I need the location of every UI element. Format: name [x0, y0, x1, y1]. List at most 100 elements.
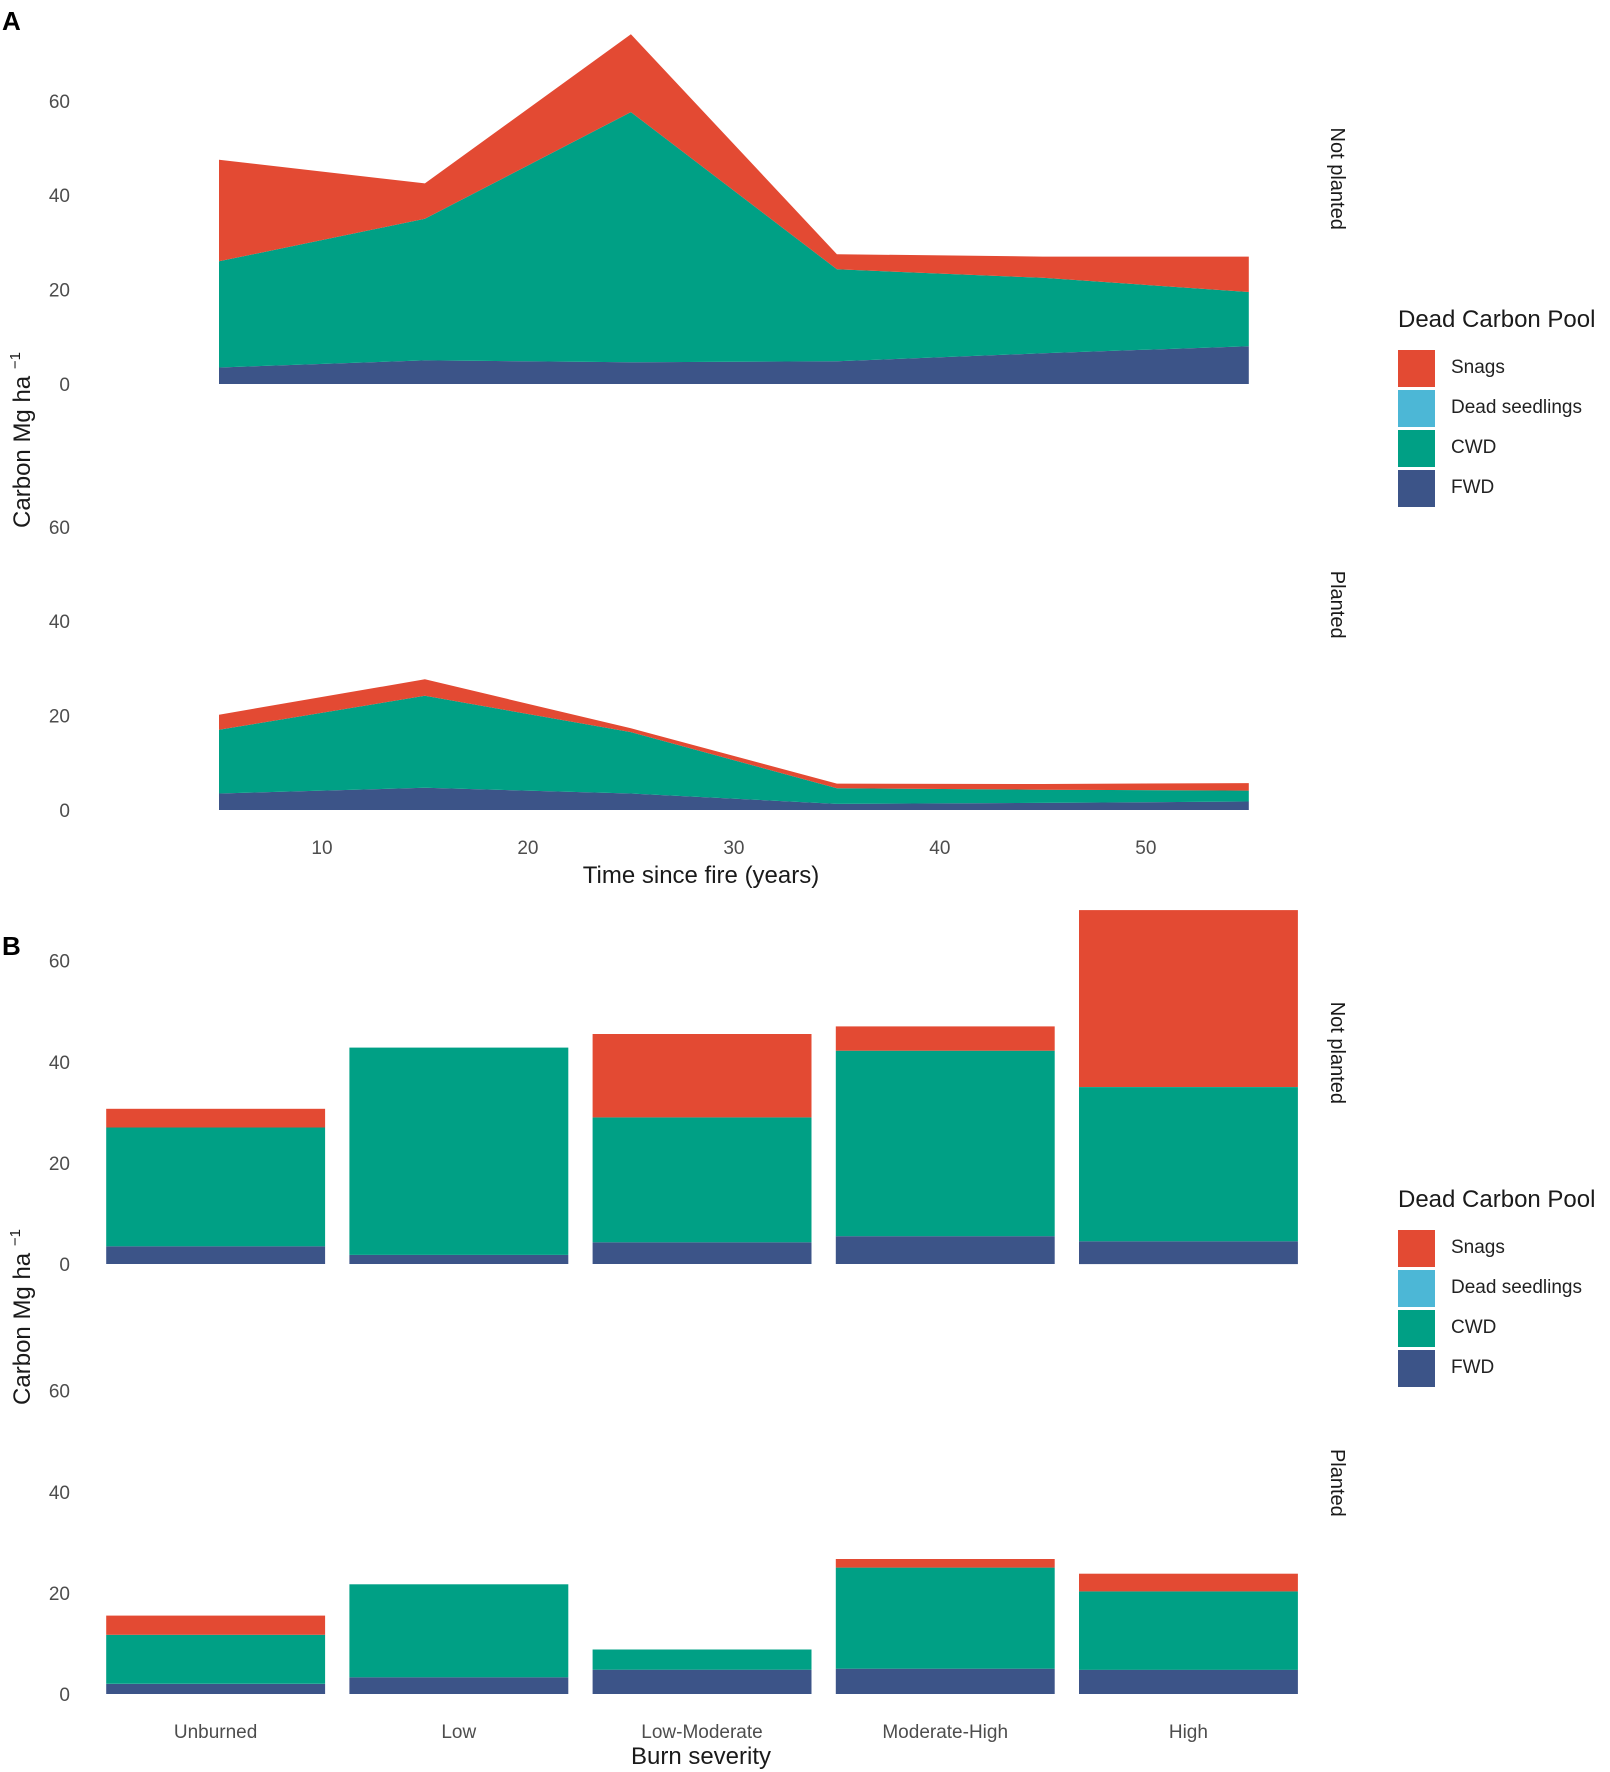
legend-item-dead-seedlings: Dead seedlings	[1398, 1268, 1610, 1308]
area-planted-cwd	[219, 695, 1249, 804]
legend-swatch-dead-seedlings	[1398, 389, 1435, 427]
x-tick-label: 30	[723, 838, 744, 859]
panel-letter-b: B	[2, 931, 21, 961]
x-tick-label: 50	[1135, 838, 1156, 859]
area-not-planted-snags	[219, 34, 1249, 292]
bar-planted-high-cwd	[1079, 1591, 1298, 1670]
svg-text:Carbon Mg ha −1: Carbon Mg ha −1	[7, 352, 36, 528]
x-axis-title: Burn severity	[631, 1743, 771, 1770]
facet-strip-label: Planted	[1326, 1449, 1348, 1517]
y-tick-label: 40	[49, 1053, 70, 1074]
x-tick-label: Unburned	[174, 1722, 257, 1743]
bar-not-planted-high-snags	[1079, 910, 1298, 1087]
y-tick-label: 60	[49, 1382, 70, 1403]
legend-a: Dead Carbon Pool Snags Dead seedlings CW…	[1398, 306, 1610, 508]
x-tick-label: High	[1169, 1722, 1208, 1743]
legend-label: FWD	[1451, 1357, 1495, 1378]
bar-planted-unburned-fwd	[106, 1683, 326, 1694]
y-tick-label: 20	[49, 281, 70, 302]
svg-text:Not planted: Not planted	[1326, 128, 1348, 230]
legend-swatch-cwd	[1398, 429, 1435, 467]
y-tick-label: 0	[59, 801, 70, 822]
y-tick-label: 0	[59, 1685, 70, 1706]
bar-not-planted-low-moderate-fwd	[592, 1242, 812, 1264]
legend-item-snags: Snags	[1398, 348, 1610, 388]
facet-strip-label: Not planted	[1326, 128, 1348, 230]
y-tick-label: 20	[49, 1584, 70, 1605]
bar-planted-low-cwd	[349, 1584, 569, 1678]
legend-label: CWD	[1451, 1317, 1497, 1338]
legend-b: Dead Carbon Pool Snags Dead seedlings CW…	[1398, 1186, 1610, 1388]
x-tick-label: Moderate-High	[882, 1722, 1008, 1743]
legend-swatch-snags	[1398, 1229, 1435, 1267]
svg-text:Not planted: Not planted	[1326, 1002, 1348, 1104]
legend-swatch-dead-seedlings	[1398, 1269, 1435, 1307]
x-axis-title: Time since fire (years)	[583, 862, 819, 889]
area-planted-fwd	[219, 787, 1249, 810]
area-not-planted-cwd	[219, 112, 1249, 368]
legend-label: Dead seedlings	[1451, 397, 1582, 418]
svg-text:Planted: Planted	[1326, 571, 1348, 639]
bar-not-planted-unburned-cwd	[106, 1127, 326, 1247]
y-tick-label: 60	[49, 518, 70, 539]
bar-not-planted-low-moderate-cwd	[592, 1117, 812, 1243]
facet-strip-label: Not planted	[1326, 1002, 1348, 1104]
bar-planted-low-fwd	[349, 1677, 569, 1694]
bar-planted-moderate-high-cwd	[835, 1567, 1055, 1669]
x-tick-label: Low	[441, 1722, 476, 1743]
legend-title: Dead Carbon Pool	[1398, 1186, 1596, 1213]
x-tick-label: 20	[517, 838, 538, 859]
legend-swatch-snags	[1398, 349, 1435, 387]
legend-item-cwd: CWD	[1398, 1308, 1610, 1348]
y-tick-label: 20	[49, 707, 70, 728]
bar-not-planted-high-cwd	[1079, 1087, 1298, 1242]
bar-not-planted-moderate-high-fwd	[835, 1236, 1055, 1264]
bar-planted-moderate-high-fwd	[835, 1668, 1055, 1694]
bar-not-planted-moderate-high-snags	[835, 1026, 1055, 1051]
y-tick-label: 0	[59, 375, 70, 396]
legend-swatch-cwd	[1398, 1309, 1435, 1347]
bar-planted-high-fwd	[1079, 1669, 1298, 1694]
bar-planted-moderate-high-snags	[835, 1559, 1055, 1568]
x-tick-label: 10	[311, 838, 332, 859]
y-tick-label: 0	[59, 1255, 70, 1276]
legend-title: Dead Carbon Pool	[1398, 306, 1596, 333]
y-axis-title: Carbon Mg ha −1	[7, 352, 36, 528]
bar-not-planted-high-fwd	[1079, 1241, 1298, 1265]
legend-label: Snags	[1451, 1237, 1505, 1258]
y-tick-label: 60	[49, 92, 70, 113]
bar-planted-unburned-cwd	[106, 1634, 326, 1684]
bar-not-planted-low-moderate-snags	[592, 1034, 812, 1118]
panel-letter-a: A	[2, 6, 21, 36]
y-tick-label: 40	[49, 612, 70, 633]
legend-label: CWD	[1451, 437, 1497, 458]
x-tick-label: Low-Moderate	[641, 1722, 762, 1743]
svg-text:Carbon Mg ha −1: Carbon Mg ha −1	[7, 1229, 36, 1405]
bar-planted-unburned-snags	[106, 1615, 326, 1635]
x-tick-label: 40	[929, 838, 950, 859]
y-tick-label: 40	[49, 186, 70, 207]
bar-planted-low-moderate-fwd	[592, 1669, 812, 1694]
bar-not-planted-moderate-high-cwd	[835, 1050, 1055, 1237]
legend-item-cwd: CWD	[1398, 428, 1610, 468]
legend-item-fwd: FWD	[1398, 1348, 1610, 1388]
legend-item-dead-seedlings: Dead seedlings	[1398, 388, 1610, 428]
legend-swatch-fwd	[1398, 1349, 1435, 1387]
bar-not-planted-unburned-fwd	[106, 1246, 326, 1264]
y-tick-label: 60	[49, 952, 70, 973]
bar-not-planted-low-fwd	[349, 1254, 569, 1264]
bar-not-planted-unburned-snags	[106, 1108, 326, 1128]
bar-planted-low-moderate-cwd	[592, 1649, 812, 1670]
svg-text:Planted: Planted	[1326, 1449, 1348, 1517]
y-tick-label: 20	[49, 1154, 70, 1175]
y-tick-label: 40	[49, 1483, 70, 1504]
legend-swatch-fwd	[1398, 469, 1435, 507]
facet-strip-label: Planted	[1326, 571, 1348, 639]
legend-item-fwd: FWD	[1398, 468, 1610, 508]
legend-label: Dead seedlings	[1451, 1277, 1582, 1298]
area-not-planted-fwd	[219, 346, 1249, 384]
legend-label: FWD	[1451, 477, 1495, 498]
legend-label: Snags	[1451, 357, 1505, 378]
legend-item-snags: Snags	[1398, 1228, 1610, 1268]
